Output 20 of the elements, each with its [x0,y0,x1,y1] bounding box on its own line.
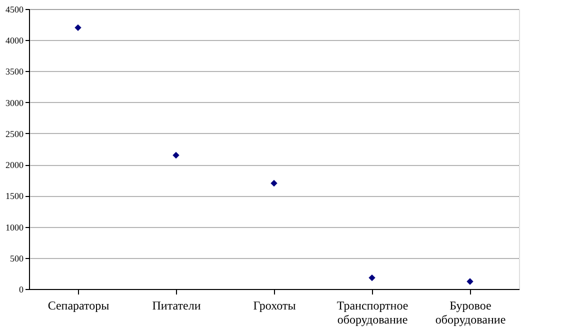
point [466,278,474,285]
y-tick-label: 500 [10,253,24,264]
y-tick-label: 2000 [6,160,24,170]
point [270,180,278,187]
x-tick-label: Сепараторы [48,298,110,312]
x-tick-label: Грохоты [253,298,296,312]
y-tick-label: 4500 [6,4,24,14]
point [74,24,82,32]
y-tick-label: 3000 [6,98,24,108]
x-tick-label: Питатели [152,298,202,312]
point [172,152,180,159]
y-tick-label: 2500 [6,128,24,139]
y-tick-label: 1000 [6,222,24,232]
y-tick-label: 0 [19,284,24,294]
point [368,274,376,282]
y-tick-label: 3500 [6,66,24,77]
y-tick-label: 1500 [6,191,24,202]
x-tick-label: Буровое оборудование [435,298,506,326]
y-tick-label: 4000 [6,36,24,46]
x-tick-label: Транспортное оборудование [336,298,408,326]
